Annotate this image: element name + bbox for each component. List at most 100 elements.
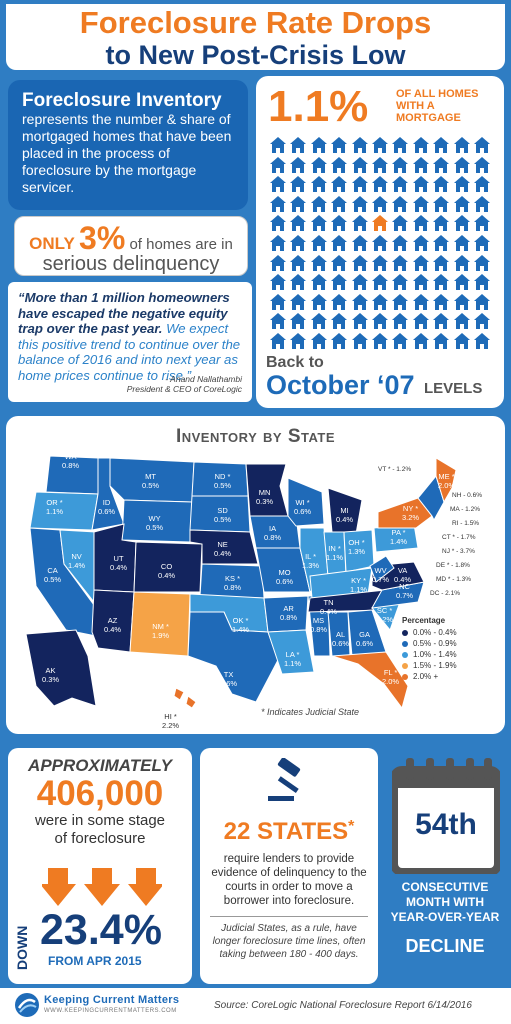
state-wi	[287, 477, 325, 527]
stage-line2: of foreclosure	[54, 830, 146, 847]
house-icon	[412, 235, 429, 251]
state-value: 0.5%	[214, 481, 232, 490]
judicial-states-box: 22 STATES* require lenders to provide ev…	[200, 748, 378, 984]
house-icon	[351, 235, 368, 251]
house-icon	[331, 293, 348, 310]
house-icon	[351, 293, 368, 310]
kcm-logo-icon	[15, 993, 39, 1017]
house-icon	[412, 137, 429, 153]
state-label: CO 0.4%	[158, 562, 175, 580]
state-label: NV 1.4%	[68, 552, 85, 570]
house-icon	[270, 274, 286, 291]
state-name: MI	[340, 506, 349, 515]
state-name: AL	[335, 630, 346, 639]
source-note: Source: CoreLogic National Foreclosure R…	[214, 1000, 472, 1011]
legend-item: 1.5% - 1.9%	[402, 660, 492, 671]
legend-item: 2.0% +	[402, 671, 492, 682]
inventory-body: represents the number & share of mortgag…	[22, 111, 232, 195]
house-icon	[453, 254, 470, 271]
state-value: 0.5%	[146, 523, 164, 532]
house-icon	[290, 313, 307, 330]
state-name: TX	[223, 670, 234, 679]
state-label: WI * 0.6%	[294, 498, 311, 516]
house-icon	[290, 274, 307, 291]
house-icon	[331, 156, 348, 173]
state-name: SC *	[376, 606, 393, 615]
house-icon	[270, 195, 286, 212]
state-name: WA	[64, 452, 77, 461]
house-icon	[392, 156, 409, 173]
house-icon	[433, 254, 450, 271]
ne-state-label: MD * - 1.3%	[436, 576, 472, 583]
house-icon	[331, 235, 348, 251]
house-icon	[474, 333, 490, 349]
state-la	[267, 629, 315, 675]
house-icon	[351, 333, 368, 349]
down-pct: 23.4%	[40, 906, 162, 954]
state-value: 0.4%	[158, 571, 176, 580]
state-label: MO 0.6%	[276, 568, 293, 586]
house-icon	[474, 195, 490, 212]
house-icon	[290, 156, 307, 173]
quote-author: - Anand Nallathambi	[165, 374, 242, 384]
from-apr-label: FROM APR 2015	[48, 954, 142, 968]
title-line-2: to New Post-Crisis Low	[105, 40, 406, 70]
state-name: PA *	[391, 528, 406, 537]
ne-state-label: RI - 1.5%	[452, 520, 480, 527]
state-label: NE 0.4%	[214, 540, 231, 558]
house-icon	[351, 137, 368, 153]
house-icon	[372, 274, 388, 291]
house-icon	[433, 274, 450, 291]
house-icon	[290, 293, 307, 310]
state-or	[29, 491, 99, 531]
state-value: 0.6%	[98, 507, 116, 516]
state-label: FL * 2.0%	[382, 668, 399, 686]
legend-swatch	[402, 629, 408, 636]
month-number: 54th	[415, 808, 477, 841]
down-arrows-icon	[42, 868, 162, 906]
ne-state-label: VT * - 1.2%	[378, 466, 412, 473]
house-icon	[474, 137, 490, 153]
us-map	[25, 455, 457, 710]
state-value: 0.8%	[224, 583, 242, 592]
state-name: VA	[397, 566, 408, 575]
house-icon	[372, 156, 388, 173]
house-icon	[392, 176, 409, 193]
house-icon	[392, 333, 409, 349]
state-tx	[187, 611, 279, 703]
state-label: MS 0.8%	[310, 616, 327, 634]
legend-item: 1.0% - 1.4%	[402, 649, 492, 660]
house-icon	[392, 274, 409, 291]
legend-swatch	[402, 651, 408, 658]
house-icon	[453, 176, 470, 193]
house-icon	[351, 195, 368, 212]
legend-label: 1.5% - 1.9%	[413, 661, 457, 670]
house-icon	[310, 235, 327, 251]
house-icon	[392, 235, 409, 251]
state-name: NV	[71, 552, 82, 561]
house-icon	[412, 313, 429, 330]
judicial-timeline-note: Judicial States, as a rule, have longer …	[212, 923, 366, 960]
state-value: 0.4%	[320, 607, 338, 616]
state-label: ND * 0.5%	[214, 472, 231, 490]
stage-line1: were in some stage	[34, 812, 166, 829]
state-label: IL * 1.3%	[302, 552, 319, 570]
state-label: GA 0.6%	[356, 630, 373, 648]
state-name: OH *	[348, 538, 365, 547]
judicial-note: * Indicates Judicial State	[261, 707, 360, 717]
ne-state-label: NH - 0.6%	[452, 492, 482, 499]
ne-state-label: DE * - 1.8%	[436, 562, 470, 569]
state-name: NY *	[402, 504, 419, 513]
house-icon	[433, 137, 450, 153]
house-icon	[310, 293, 327, 310]
judicial-asterisk: *	[348, 818, 355, 835]
state-label: WA 0.8%	[62, 452, 79, 470]
state-name: KY *	[351, 576, 366, 585]
state-me	[435, 457, 457, 504]
house-icon	[412, 156, 429, 173]
state-name: LA *	[285, 650, 300, 659]
house-icon	[433, 215, 450, 232]
house-icon	[433, 176, 450, 193]
ne-state-label: NJ * - 3.7%	[442, 548, 475, 555]
gavel-icon	[268, 758, 301, 801]
